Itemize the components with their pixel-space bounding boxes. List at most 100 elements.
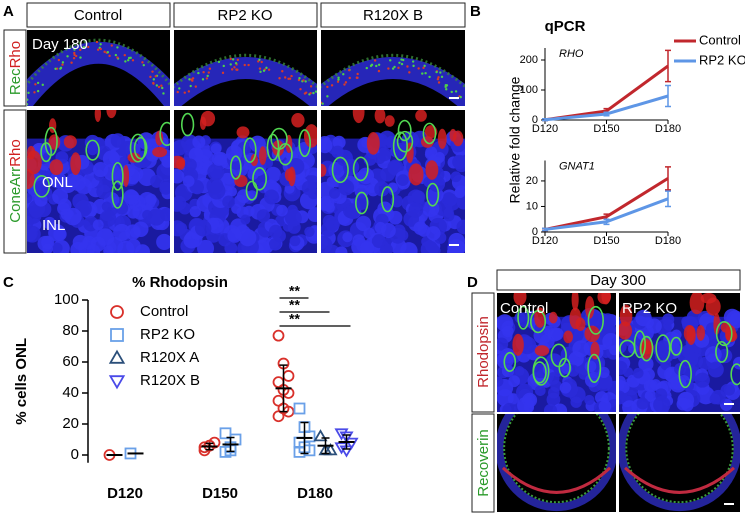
cell: [149, 75, 152, 79]
nucleus: [324, 202, 335, 213]
nucleus: [51, 242, 63, 253]
nucleus: [304, 226, 315, 238]
nucleus: [329, 187, 340, 199]
nucleus: [197, 239, 215, 253]
nucleus: [135, 244, 150, 253]
nucleus: [289, 235, 301, 247]
cell: [41, 83, 44, 87]
nucleus: [301, 180, 317, 196]
cell: [207, 71, 210, 74]
tissue: [27, 42, 170, 106]
sd-bar: [279, 364, 288, 413]
cell: [99, 43, 102, 46]
legend-label: Control: [699, 32, 741, 47]
cell: [377, 69, 381, 73]
cell: [152, 78, 156, 81]
nucleus: [619, 338, 627, 354]
nucleus: [569, 386, 586, 404]
cell: [290, 74, 293, 78]
nucleus: [142, 209, 153, 221]
cell: [459, 95, 462, 99]
cell: [398, 61, 401, 64]
cone: [639, 335, 654, 362]
nucleus: [192, 135, 206, 149]
cell: [298, 77, 301, 80]
cone: [111, 161, 124, 191]
cell: [356, 72, 359, 76]
column-label: RP2 KO: [217, 7, 272, 24]
tissue: [497, 414, 616, 512]
dot: [282, 370, 295, 382]
y-tick-label: 100: [54, 291, 79, 308]
column-box: [320, 2, 466, 28]
cell: [259, 70, 262, 74]
cell: [142, 63, 145, 67]
cell: [157, 85, 161, 89]
cone: [587, 305, 604, 335]
cell: [302, 79, 305, 82]
nucleus: [58, 198, 72, 212]
micrograph: [619, 414, 740, 512]
nucleus: [27, 193, 33, 204]
nucleus: [723, 384, 735, 396]
cone: [532, 356, 550, 386]
cell: [389, 59, 392, 62]
rod: [601, 293, 611, 305]
sd-bar: [300, 421, 309, 455]
x-tick-label: D150: [202, 485, 238, 502]
cell: [73, 51, 76, 55]
rod: [437, 128, 447, 149]
cell: [365, 66, 368, 70]
nucleus: [456, 195, 465, 210]
rod: [70, 152, 82, 176]
row-label: ConeArrRho: [7, 139, 24, 222]
cell: [188, 78, 191, 81]
nucleus: [707, 361, 724, 378]
cell: [36, 81, 40, 85]
nucleus: [387, 182, 398, 193]
layer-label: INL: [42, 217, 65, 234]
cone: [633, 330, 646, 359]
nucleus: [514, 365, 525, 377]
nucleus: [332, 135, 346, 149]
error-bar: [603, 111, 610, 117]
nucleus: [584, 360, 597, 373]
nucleus: [182, 175, 195, 188]
cell: [336, 80, 340, 83]
panel-label: A: [3, 3, 14, 20]
rod: [575, 317, 586, 331]
rod: [27, 145, 36, 160]
cell: [439, 71, 442, 74]
chart-title: % Rhodopsin: [132, 274, 228, 291]
nucleus: [145, 193, 157, 205]
cell: [183, 91, 186, 94]
rod: [415, 110, 427, 122]
dot: [272, 329, 285, 342]
column-label: R120X B: [363, 7, 423, 24]
cell: [116, 56, 119, 59]
cone: [422, 122, 437, 145]
stain: ConeArr: [7, 167, 24, 223]
rod: [234, 174, 248, 188]
cone: [33, 175, 51, 198]
cone: [180, 112, 195, 137]
day-label: Day 180: [32, 36, 88, 53]
nucleus: [268, 238, 282, 251]
nucleus: [189, 205, 201, 218]
tissue-edge: [625, 414, 734, 504]
nucleus: [584, 394, 595, 406]
stain: Rho: [7, 139, 24, 167]
cell: [375, 64, 378, 68]
legend-label: RP2 KO: [140, 326, 195, 343]
day-box: [496, 269, 741, 291]
rod: [696, 325, 706, 341]
cell: [57, 58, 61, 62]
cell: [197, 71, 200, 75]
cell: [176, 90, 179, 94]
cell: [344, 81, 348, 84]
row-label: Recoverin: [475, 429, 492, 497]
rod: [513, 293, 527, 306]
error-bar: [665, 190, 671, 208]
nucleus: [321, 222, 336, 237]
